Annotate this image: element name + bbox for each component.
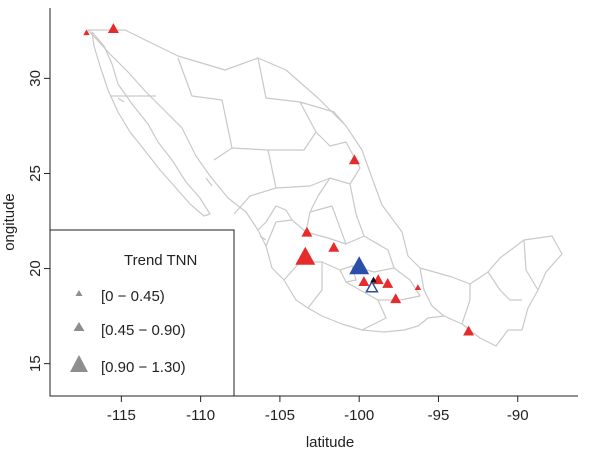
trend-marker-large [295, 246, 316, 265]
x-axis-ticks: -115 -110 -105 -100 -95 -90 [107, 396, 529, 424]
y-tick-label: 30 [27, 70, 44, 87]
legend-label-medium: [0.45 − 0.90) [101, 322, 186, 339]
legend-marker-large [70, 355, 88, 372]
trend-marker-medium [390, 293, 402, 304]
legend-label-large: [0.90 − 1.30) [101, 359, 186, 376]
y-tick-label: 15 [27, 355, 44, 372]
y-tick-label: 25 [27, 165, 44, 182]
trend-marker-small [83, 29, 90, 36]
y-axis-title: ongitude [1, 193, 18, 251]
x-tick-label: -105 [265, 407, 295, 424]
trend-marker-medium [328, 241, 340, 252]
baja-peninsula [91, 31, 211, 217]
x-tick-label: -95 [428, 407, 450, 424]
y-tick-label: 20 [27, 260, 44, 277]
legend-label-small: [0 − 0.45) [101, 288, 165, 305]
x-tick-label: -110 [186, 407, 215, 424]
x-tick-label: -115 [107, 407, 136, 424]
trend-marker-medium [463, 325, 475, 336]
mexico-state-borders [87, 29, 563, 347]
x-tick-label: -90 [507, 407, 529, 424]
legend-title: Trend TNN [124, 252, 197, 269]
legend-marker-small [75, 290, 83, 296]
trend-marker-large [349, 256, 370, 275]
legend-entry-medium: [0.45 − 0.90) [73, 322, 186, 339]
state-borders [110, 57, 539, 331]
trend-marker-small [414, 284, 422, 290]
trend-marker-medium [382, 278, 394, 288]
y-axis-ticks: 15 20 25 30 [27, 70, 50, 372]
trend-marker-medium [358, 276, 370, 286]
legend: Trend TNN [0 − 0.45) [0.45 − 0.90) [0.90… [49, 229, 235, 397]
trend-marker-medium [348, 154, 360, 165]
legend-entry-small: [0 − 0.45) [75, 288, 165, 305]
trend-marker-medium [301, 226, 313, 237]
trend-marker-medium [107, 23, 119, 33]
trend-marker-medium [365, 280, 379, 293]
x-tick-label: -100 [344, 407, 374, 424]
legend-marker-medium [73, 322, 85, 331]
islands [117, 97, 267, 241]
legend-entry-large: [0.90 − 1.30) [70, 355, 186, 376]
trend-marker-small [370, 276, 377, 283]
station-markers [83, 23, 475, 336]
x-axis-title: latitude [306, 434, 354, 451]
